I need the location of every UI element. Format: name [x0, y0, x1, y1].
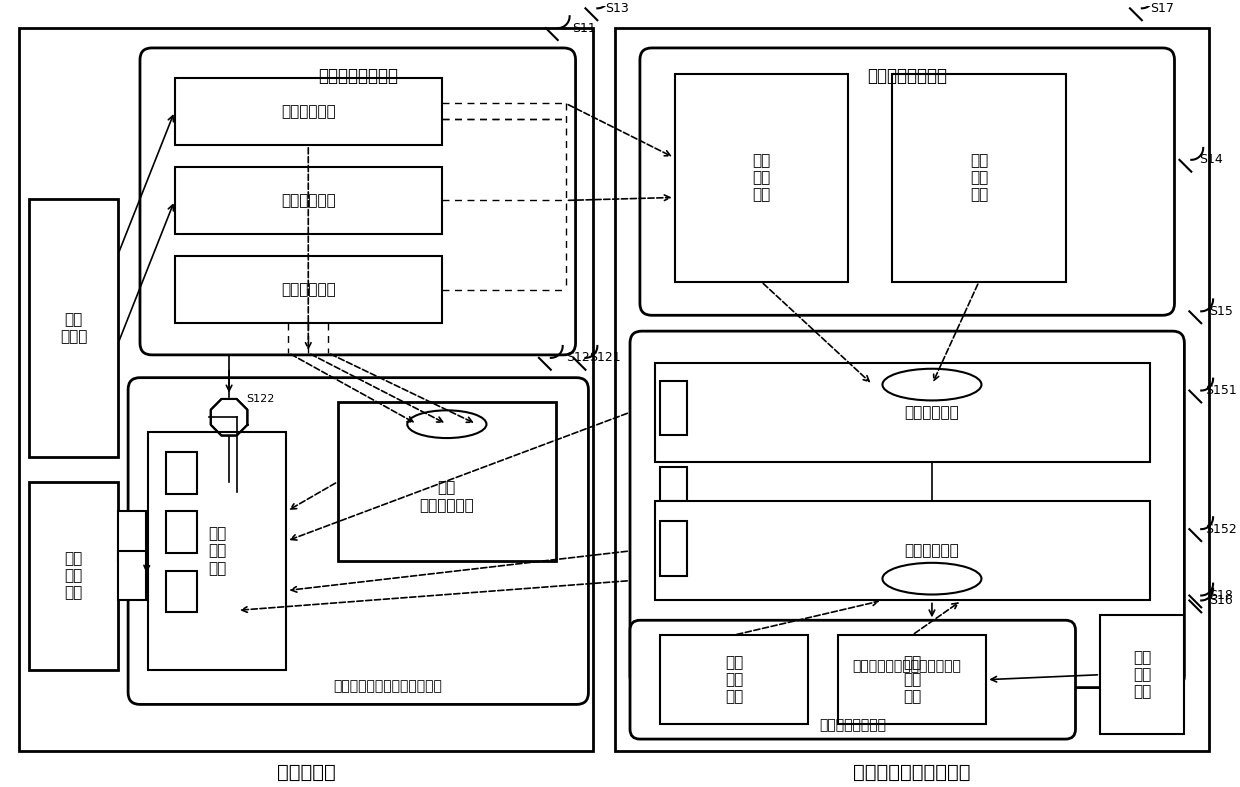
Text: 交通
规律
认知: 交通 规律 认知 [725, 655, 743, 704]
Text: S121: S121 [589, 351, 621, 364]
Text: S151: S151 [1205, 384, 1236, 397]
Bar [660, 381, 687, 435]
Text: 全局态势认知系统: 全局态势认知系统 [820, 719, 887, 732]
Text: 微观
驾驶态势认知: 微观 驾驶态势认知 [419, 480, 474, 512]
Bar [19, 28, 594, 751]
Text: 局部态势认知系统: 局部态势认知系统 [867, 67, 947, 85]
Ellipse shape [883, 563, 981, 594]
Polygon shape [211, 399, 247, 435]
Text: 车姿态势认知: 车姿态势认知 [281, 193, 336, 208]
Bar [148, 432, 286, 670]
Bar [655, 363, 1149, 462]
FancyBboxPatch shape [630, 331, 1184, 688]
Text: 交通
态势
认知: 交通 态势 认知 [903, 655, 921, 704]
Ellipse shape [883, 369, 981, 401]
Ellipse shape [407, 410, 486, 438]
Text: S13: S13 [605, 2, 629, 15]
Text: S12: S12 [565, 351, 589, 364]
Bar [118, 551, 146, 600]
Text: 宏观驾驶决策: 宏观驾驶决策 [904, 544, 960, 559]
Bar [29, 482, 118, 670]
Text: S14: S14 [1199, 153, 1223, 166]
Bar [175, 78, 441, 145]
Bar [615, 28, 1209, 751]
Text: S17: S17 [1149, 2, 1173, 15]
Text: S15: S15 [1209, 305, 1233, 318]
Bar [660, 521, 687, 576]
Text: 无人驾驶车: 无人驾驶车 [277, 763, 336, 782]
Text: S18: S18 [1209, 589, 1233, 602]
Text: 介观驾驶决策: 介观驾驶决策 [904, 405, 960, 419]
Text: 微观
驾驶
决策: 微观 驾驶 决策 [208, 526, 227, 576]
Text: 环境态势认知: 环境态势认知 [281, 104, 336, 119]
Bar [166, 452, 197, 493]
Text: 群体
记忆
认知: 群体 记忆 认知 [970, 153, 988, 202]
Bar [660, 467, 687, 501]
Bar [1100, 615, 1184, 734]
Text: 无人驾驶网络支撑平台: 无人驾驶网络支撑平台 [853, 763, 971, 782]
Bar [655, 501, 1149, 600]
Bar [175, 167, 441, 234]
Text: 个体态势认知系统: 个体态势认知系统 [317, 67, 398, 85]
FancyBboxPatch shape [140, 48, 575, 355]
Bar [675, 74, 848, 282]
Bar [118, 512, 146, 561]
Text: S152: S152 [1205, 523, 1236, 536]
Text: 驾驶
执行
行器: 驾驶 执行 行器 [64, 551, 83, 600]
Text: 驾驶决策生成系统（网络端）: 驾驶决策生成系统（网络端） [853, 659, 962, 673]
Text: 车载
传感器: 车载 传感器 [60, 312, 87, 345]
Text: S16: S16 [1209, 594, 1233, 607]
Bar [166, 512, 197, 553]
Bar [660, 635, 808, 724]
Bar [29, 199, 118, 457]
Bar [838, 635, 986, 724]
FancyBboxPatch shape [128, 378, 589, 704]
Text: S11: S11 [573, 21, 596, 35]
FancyBboxPatch shape [640, 48, 1174, 316]
Bar [339, 402, 556, 561]
Text: 个体记忆认知: 个体记忆认知 [281, 282, 336, 297]
Bar [166, 571, 197, 612]
Text: 智能
交通
系统: 智能 交通 系统 [1133, 650, 1152, 700]
Bar [175, 256, 441, 323]
Text: S122: S122 [247, 394, 275, 405]
FancyBboxPatch shape [630, 620, 1075, 739]
Text: 驾驶决策生成系统（车载端）: 驾驶决策生成系统（车载端） [334, 680, 443, 693]
Bar [893, 74, 1065, 282]
Text: 交互
态势
认知: 交互 态势 认知 [751, 153, 770, 202]
